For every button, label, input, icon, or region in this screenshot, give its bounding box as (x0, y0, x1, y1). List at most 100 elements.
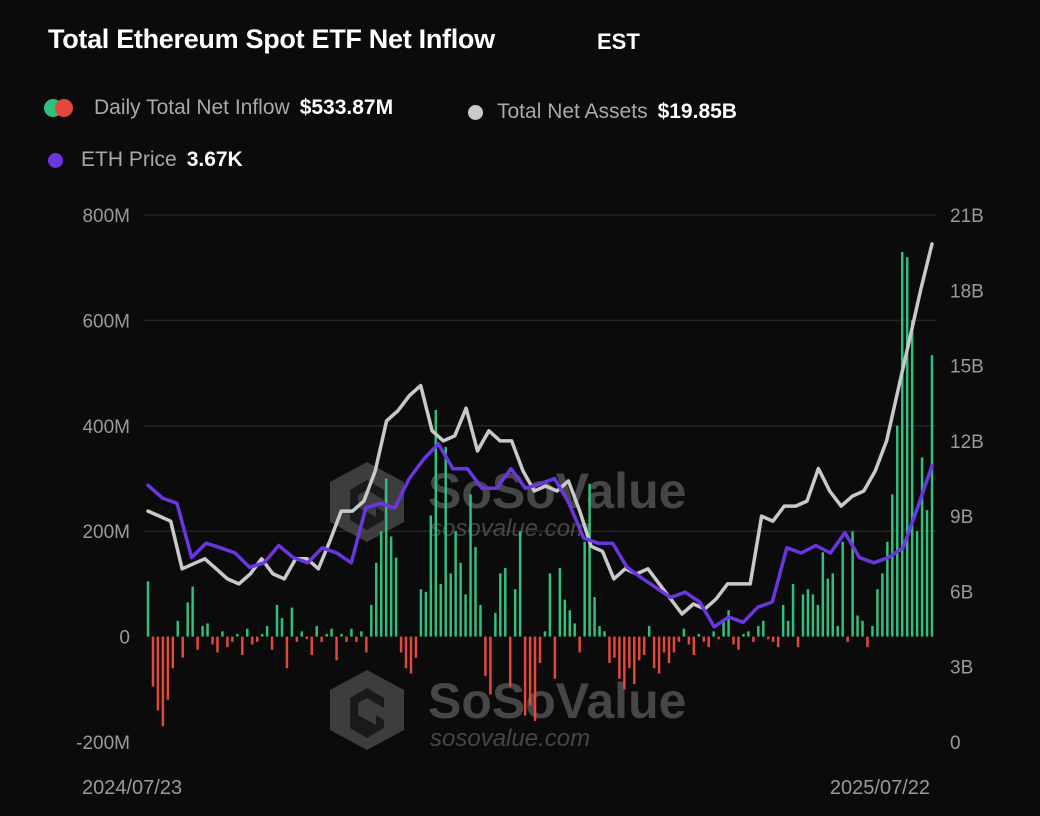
inflow-bar (419, 589, 423, 637)
timezone-label[interactable]: EST (597, 29, 640, 54)
inflow-bar (161, 636, 165, 727)
legend-value: $19.85B (657, 100, 737, 123)
inflow-bar (598, 626, 601, 637)
inflow-bar (513, 589, 517, 637)
inflow-bar (667, 636, 671, 663)
inflow-bar (692, 636, 696, 656)
inflow-bar (771, 636, 775, 642)
inflow-bar (345, 636, 348, 642)
inflow-bar (851, 531, 854, 637)
inflow-bar (191, 586, 194, 637)
left-axis-tick-label: 600M (82, 311, 130, 332)
inflow-bar (300, 631, 304, 637)
inflow-bar (841, 541, 844, 637)
inflow-bar (826, 578, 830, 637)
right-axis-tick-label: 21B (950, 206, 984, 227)
inflow-bar (821, 552, 825, 637)
inflow-bar (806, 589, 810, 637)
inflow-bar (250, 636, 254, 645)
inflow-bar (181, 636, 184, 658)
inflow-bar (454, 531, 457, 637)
legend-label: ETH Price (81, 148, 177, 171)
inflow-bar (211, 636, 214, 645)
legend-item-daily-inflow[interactable]: Daily Total Net Inflow $533.87M (44, 96, 393, 120)
inflow-bar (752, 636, 755, 642)
inflow-bar (459, 562, 462, 637)
inflow-bar (786, 620, 790, 637)
inflow-bar (201, 626, 204, 637)
inflow-bar (325, 633, 328, 637)
right-axis-tick-label: 3B (950, 658, 973, 679)
inflow-bar (146, 581, 150, 637)
inflow-bar (335, 636, 338, 661)
legend-value: 3.67K (186, 148, 243, 171)
inflow-bar (166, 636, 170, 700)
inflow-bar (633, 636, 636, 685)
inflow-bar (404, 636, 408, 669)
inflow-bar (360, 631, 363, 637)
inflow-bar (861, 620, 864, 637)
inflow-bar (886, 541, 889, 637)
inflow-outflow-icon (44, 99, 74, 117)
legend-item-eth-price[interactable]: ETH Price 3.67K (48, 148, 243, 172)
inflow-bar (241, 636, 244, 656)
x-axis-tick-label: 2025/07/22 (830, 777, 930, 799)
inflow-bar (881, 573, 884, 637)
inflow-bar (196, 636, 199, 650)
inflow-bar (315, 626, 318, 637)
inflow-bar (707, 636, 710, 648)
watermark-site: sosovalue.com (430, 515, 590, 542)
inflow-bar (682, 628, 686, 637)
inflow-bar (543, 631, 547, 637)
inflow-bar (226, 636, 229, 648)
chart-title: Total Ethereum Spot ETF Net Inflow (48, 24, 495, 54)
inflow-bar (905, 257, 909, 637)
inflow-bar (548, 573, 552, 637)
inflow-bar (216, 636, 219, 653)
inflow-bar (563, 599, 567, 637)
inflow-bar (697, 633, 701, 637)
inflow-bar (816, 604, 820, 637)
x-axis-tick-label: 2024/07/23 (82, 777, 182, 799)
inflow-bar (762, 620, 765, 637)
inflow-bar (677, 636, 681, 642)
watermark-logo-icon (330, 462, 404, 542)
inflow-bar (836, 626, 839, 637)
inflow-bar (791, 583, 795, 637)
watermark-site: sosovalue.com (430, 725, 590, 752)
inflow-bar (737, 636, 740, 650)
legend-item-total-net-assets[interactable]: Total Net Assets $19.85B (468, 100, 737, 124)
inflow-bar (295, 636, 299, 642)
inflow-bar (638, 636, 641, 661)
inflow-bar (687, 636, 691, 645)
inflow-bar (350, 628, 353, 637)
inflow-bar (414, 636, 418, 658)
inflow-bar (518, 531, 522, 637)
assets-dot-icon (468, 104, 483, 120)
inflow-bar (568, 610, 572, 637)
inflow-bar (866, 636, 869, 648)
inflow-bar (429, 515, 433, 637)
inflow-bar (672, 636, 676, 653)
inflow-bar (915, 531, 919, 637)
inflow-bar (846, 636, 849, 642)
inflow-bar (583, 541, 586, 637)
inflow-bar (920, 457, 924, 637)
inflow-bar (231, 636, 234, 642)
left-axis-tick-label: 0 (119, 628, 130, 649)
inflow-bar (747, 631, 750, 637)
inflow-bar (717, 636, 720, 640)
inflow-bar (310, 636, 313, 656)
inflow-bar (722, 620, 725, 637)
legend-value: $533.87M (299, 96, 394, 119)
inflow-bar (712, 631, 715, 637)
inflow-bar (340, 633, 343, 637)
inflow-bar (320, 636, 323, 642)
inflow-bar (285, 636, 289, 669)
inflow-bar (365, 636, 368, 653)
inflow-bar (767, 636, 770, 640)
inflow-bar (434, 409, 438, 637)
inflow-bar (270, 636, 274, 650)
inflow-bar (796, 636, 800, 648)
